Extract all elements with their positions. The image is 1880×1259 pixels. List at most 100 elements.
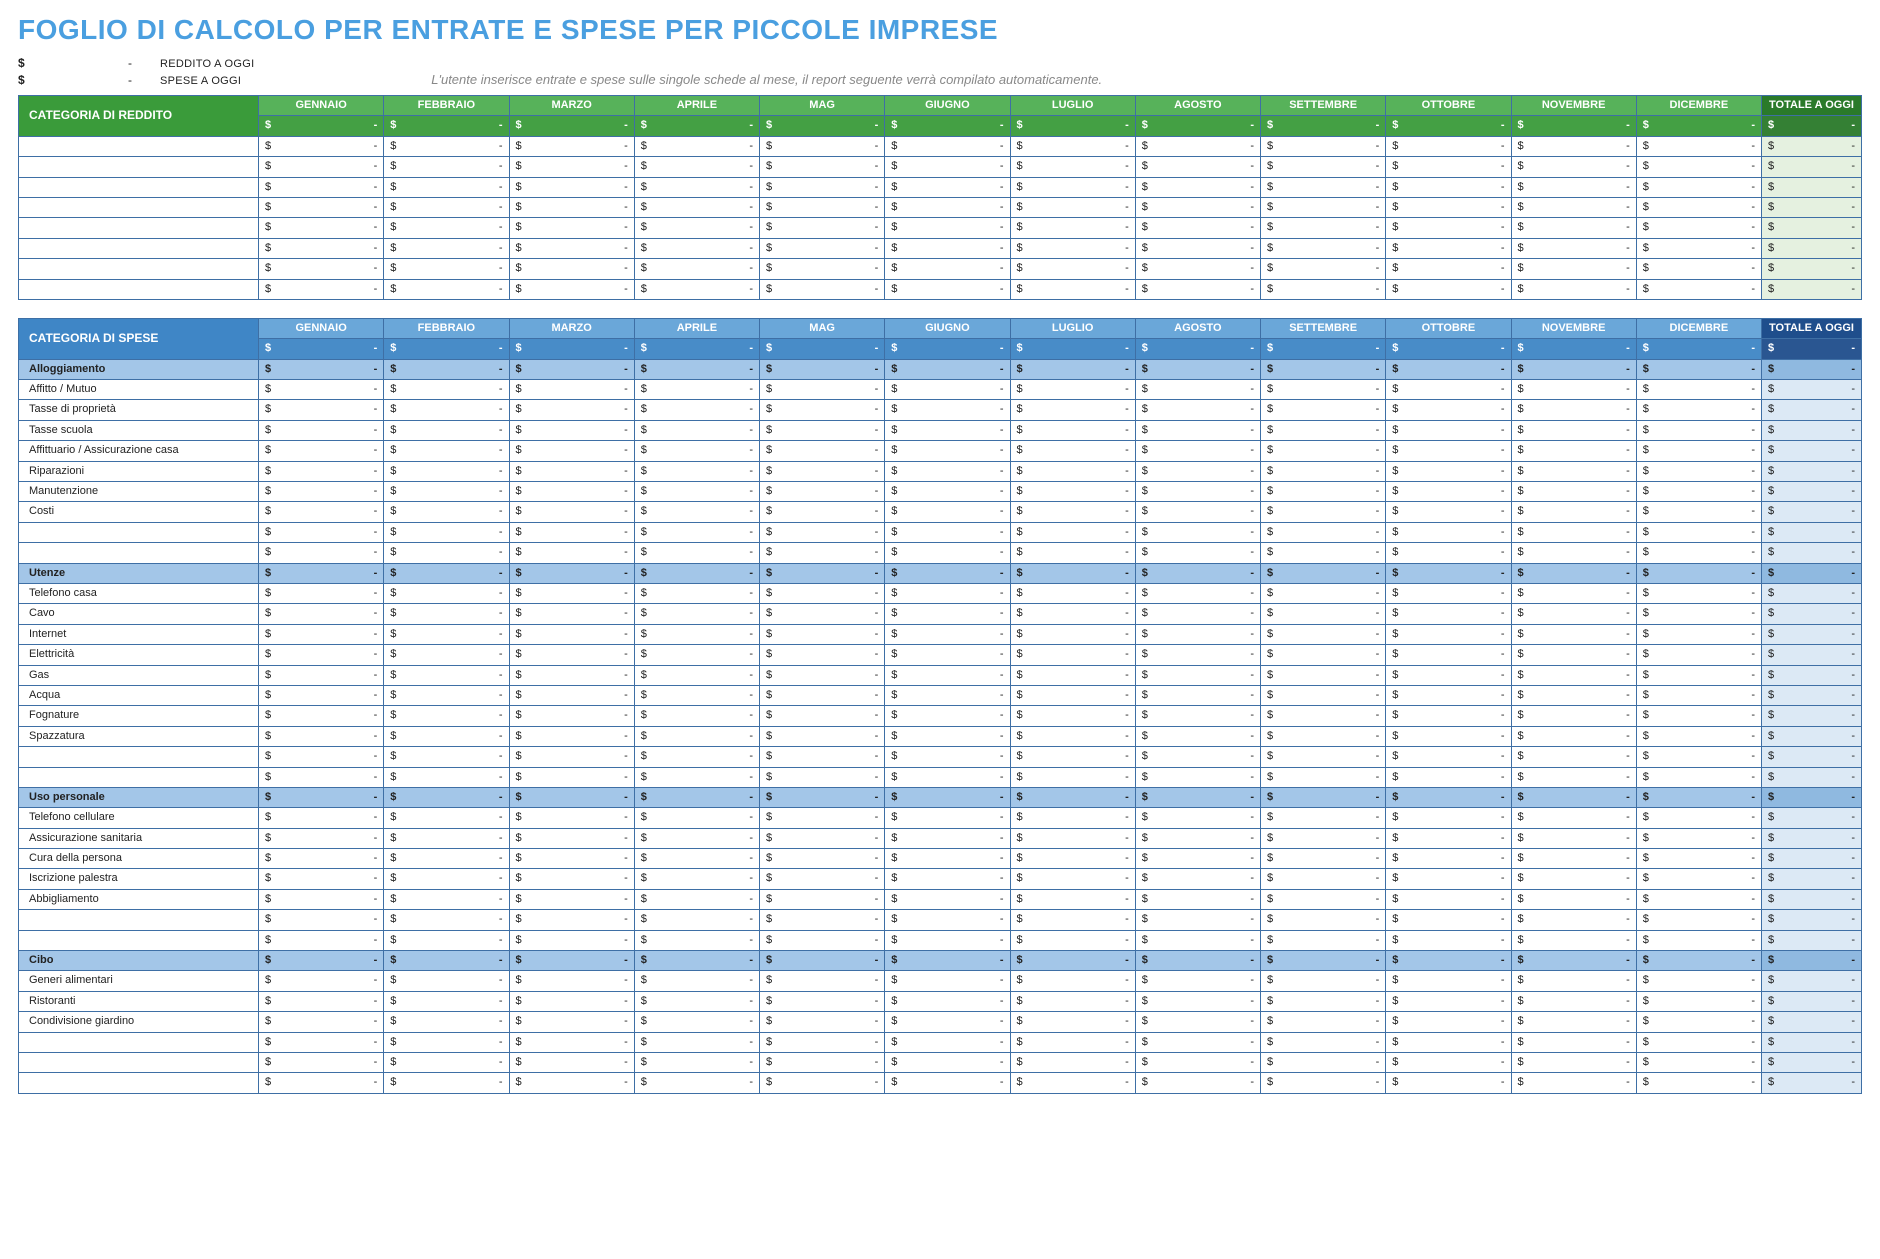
value-cell[interactable]: $- xyxy=(259,482,384,502)
value-cell[interactable]: $- xyxy=(1386,971,1511,991)
value-cell[interactable]: $- xyxy=(509,441,634,461)
value-cell[interactable]: $- xyxy=(1135,543,1260,563)
value-cell[interactable]: $- xyxy=(259,747,384,767)
value-cell[interactable]: $- xyxy=(1010,157,1135,177)
category-cell[interactable]: Assicurazione sanitaria xyxy=(19,828,259,848)
value-cell[interactable]: $- xyxy=(1636,930,1761,950)
value-cell[interactable]: $- xyxy=(1386,849,1511,869)
value-cell[interactable]: $- xyxy=(1636,177,1761,197)
value-cell[interactable]: $- xyxy=(1010,706,1135,726)
value-cell[interactable]: $- xyxy=(509,930,634,950)
value-cell[interactable]: $- xyxy=(1135,420,1260,440)
value-cell[interactable]: $- xyxy=(1636,849,1761,869)
category-cell[interactable] xyxy=(19,767,259,787)
value-cell[interactable]: $- xyxy=(1135,645,1260,665)
value-cell[interactable]: $- xyxy=(634,441,759,461)
value-cell[interactable]: $- xyxy=(384,177,509,197)
value-cell[interactable]: $- xyxy=(384,279,509,299)
value-cell[interactable]: $- xyxy=(1511,971,1636,991)
value-cell[interactable]: $- xyxy=(1010,624,1135,644)
value-cell[interactable]: $- xyxy=(1636,543,1761,563)
value-cell[interactable]: $- xyxy=(259,645,384,665)
category-cell[interactable] xyxy=(19,157,259,177)
value-cell[interactable]: $- xyxy=(760,482,885,502)
value-cell[interactable]: $- xyxy=(760,157,885,177)
value-cell[interactable]: $- xyxy=(760,624,885,644)
value-cell[interactable]: $- xyxy=(1261,808,1386,828)
value-cell[interactable]: $- xyxy=(259,136,384,156)
value-cell[interactable]: $- xyxy=(1010,685,1135,705)
value-cell[interactable]: $- xyxy=(1386,522,1511,542)
value-cell[interactable]: $- xyxy=(384,238,509,258)
value-cell[interactable]: $- xyxy=(1135,583,1260,603)
value-cell[interactable]: $- xyxy=(760,685,885,705)
value-cell[interactable]: $- xyxy=(760,604,885,624)
value-cell[interactable]: $- xyxy=(1135,197,1260,217)
value-cell[interactable]: $- xyxy=(760,971,885,991)
value-cell[interactable]: $- xyxy=(1511,889,1636,909)
value-cell[interactable]: $- xyxy=(509,685,634,705)
value-cell[interactable]: $- xyxy=(1261,522,1386,542)
value-cell[interactable]: $- xyxy=(1386,726,1511,746)
value-cell[interactable]: $- xyxy=(760,583,885,603)
value-cell[interactable]: $- xyxy=(1511,543,1636,563)
value-cell[interactable]: $- xyxy=(384,259,509,279)
category-cell[interactable]: Internet xyxy=(19,624,259,644)
value-cell[interactable]: $- xyxy=(509,461,634,481)
value-cell[interactable]: $- xyxy=(1135,482,1260,502)
value-cell[interactable]: $- xyxy=(1636,441,1761,461)
value-cell[interactable]: $- xyxy=(760,991,885,1011)
value-cell[interactable]: $- xyxy=(1010,420,1135,440)
value-cell[interactable]: $- xyxy=(760,522,885,542)
value-cell[interactable]: $- xyxy=(634,1052,759,1072)
value-cell[interactable]: $- xyxy=(1511,1012,1636,1032)
value-cell[interactable]: $- xyxy=(259,1032,384,1052)
value-cell[interactable]: $- xyxy=(1636,889,1761,909)
value-cell[interactable]: $- xyxy=(384,645,509,665)
value-cell[interactable]: $- xyxy=(1010,177,1135,197)
value-cell[interactable]: $- xyxy=(384,197,509,217)
value-cell[interactable]: $- xyxy=(259,197,384,217)
value-cell[interactable]: $- xyxy=(1386,767,1511,787)
category-cell[interactable]: Generi alimentari xyxy=(19,971,259,991)
category-cell[interactable]: Affitto / Mutuo xyxy=(19,380,259,400)
value-cell[interactable]: $- xyxy=(1010,808,1135,828)
value-cell[interactable]: $- xyxy=(634,197,759,217)
value-cell[interactable]: $- xyxy=(259,279,384,299)
category-cell[interactable] xyxy=(19,238,259,258)
value-cell[interactable]: $- xyxy=(1636,461,1761,481)
value-cell[interactable]: $- xyxy=(259,259,384,279)
value-cell[interactable]: $- xyxy=(885,706,1010,726)
value-cell[interactable]: $- xyxy=(885,197,1010,217)
value-cell[interactable]: $- xyxy=(1386,218,1511,238)
value-cell[interactable]: $- xyxy=(259,157,384,177)
value-cell[interactable]: $- xyxy=(1010,1032,1135,1052)
value-cell[interactable]: $- xyxy=(885,685,1010,705)
category-cell[interactable]: Gas xyxy=(19,665,259,685)
value-cell[interactable]: $- xyxy=(1636,685,1761,705)
value-cell[interactable]: $- xyxy=(885,645,1010,665)
value-cell[interactable]: $- xyxy=(885,910,1010,930)
value-cell[interactable]: $- xyxy=(760,197,885,217)
value-cell[interactable]: $- xyxy=(1511,1032,1636,1052)
value-cell[interactable]: $- xyxy=(1261,726,1386,746)
value-cell[interactable]: $- xyxy=(384,543,509,563)
value-cell[interactable]: $- xyxy=(384,665,509,685)
value-cell[interactable]: $- xyxy=(509,869,634,889)
value-cell[interactable]: $- xyxy=(885,400,1010,420)
value-cell[interactable]: $- xyxy=(760,808,885,828)
value-cell[interactable]: $- xyxy=(634,543,759,563)
value-cell[interactable]: $- xyxy=(509,380,634,400)
value-cell[interactable]: $- xyxy=(634,259,759,279)
value-cell[interactable]: $- xyxy=(1511,991,1636,1011)
category-cell[interactable]: Acqua xyxy=(19,685,259,705)
value-cell[interactable]: $- xyxy=(1135,400,1260,420)
value-cell[interactable]: $- xyxy=(1386,747,1511,767)
category-cell[interactable] xyxy=(19,747,259,767)
value-cell[interactable]: $- xyxy=(1636,645,1761,665)
value-cell[interactable]: $- xyxy=(259,889,384,909)
value-cell[interactable]: $- xyxy=(509,157,634,177)
category-cell[interactable]: Affittuario / Assicurazione casa xyxy=(19,441,259,461)
value-cell[interactable]: $- xyxy=(1386,1073,1511,1093)
category-cell[interactable] xyxy=(19,522,259,542)
